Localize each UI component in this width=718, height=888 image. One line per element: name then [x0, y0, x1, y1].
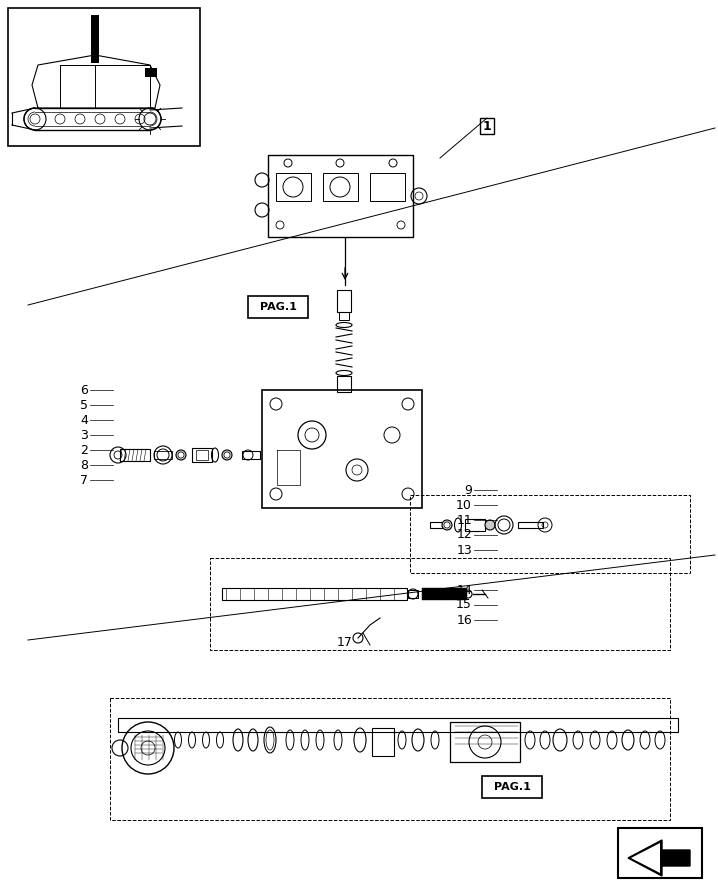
Text: PAG.1: PAG.1 — [493, 782, 531, 792]
Text: 5: 5 — [80, 399, 88, 411]
Bar — [518, 522, 543, 528]
Bar — [442, 588, 447, 600]
Text: 17: 17 — [337, 636, 353, 648]
Circle shape — [178, 452, 184, 458]
Bar — [457, 588, 462, 600]
Text: 10: 10 — [456, 498, 472, 511]
Bar — [323, 173, 358, 201]
Text: 6: 6 — [80, 384, 88, 397]
Bar — [432, 588, 437, 600]
Text: 16: 16 — [456, 614, 472, 627]
Bar — [482, 776, 542, 798]
Bar — [118, 718, 678, 732]
Text: 15: 15 — [456, 599, 472, 612]
Text: 3: 3 — [80, 429, 88, 441]
Bar — [8, 8, 200, 146]
Bar — [339, 312, 349, 320]
Polygon shape — [631, 843, 660, 873]
Bar — [337, 290, 351, 312]
Circle shape — [485, 520, 495, 530]
Circle shape — [442, 520, 452, 530]
Bar — [462, 588, 467, 600]
Text: 2: 2 — [80, 443, 88, 456]
Bar — [154, 451, 172, 459]
Circle shape — [444, 522, 450, 528]
Bar — [452, 588, 457, 600]
Bar — [276, 173, 311, 201]
Bar — [222, 588, 407, 600]
Bar — [120, 449, 150, 461]
Bar — [447, 588, 452, 600]
Circle shape — [222, 450, 232, 460]
Circle shape — [224, 452, 230, 458]
Text: 13: 13 — [456, 543, 472, 557]
Bar — [465, 519, 485, 531]
Text: PAG.1: PAG.1 — [260, 302, 297, 312]
Bar — [410, 495, 690, 573]
Polygon shape — [628, 840, 690, 876]
Bar — [110, 698, 670, 820]
Bar — [145, 68, 157, 77]
Bar — [422, 588, 427, 600]
Bar — [268, 155, 413, 237]
Bar — [618, 828, 702, 878]
Bar — [196, 450, 208, 460]
Bar — [430, 522, 442, 528]
Bar — [408, 590, 418, 598]
Bar — [370, 173, 405, 201]
Bar — [427, 588, 432, 600]
Bar — [262, 390, 422, 508]
Bar — [437, 588, 442, 600]
Text: 14: 14 — [456, 583, 472, 597]
Bar — [242, 451, 260, 459]
Text: 11: 11 — [456, 513, 472, 527]
Bar — [337, 376, 351, 392]
Text: 1: 1 — [482, 120, 491, 132]
Bar — [450, 722, 520, 762]
Bar — [192, 448, 212, 462]
Text: 4: 4 — [80, 414, 88, 426]
Bar — [480, 118, 494, 134]
Bar — [372, 728, 394, 756]
Bar — [91, 15, 99, 63]
Text: 9: 9 — [464, 483, 472, 496]
Text: 12: 12 — [456, 528, 472, 542]
Bar — [210, 558, 670, 650]
Circle shape — [176, 450, 186, 460]
Text: 8: 8 — [80, 458, 88, 472]
Text: 7: 7 — [80, 473, 88, 487]
Bar — [248, 296, 308, 318]
